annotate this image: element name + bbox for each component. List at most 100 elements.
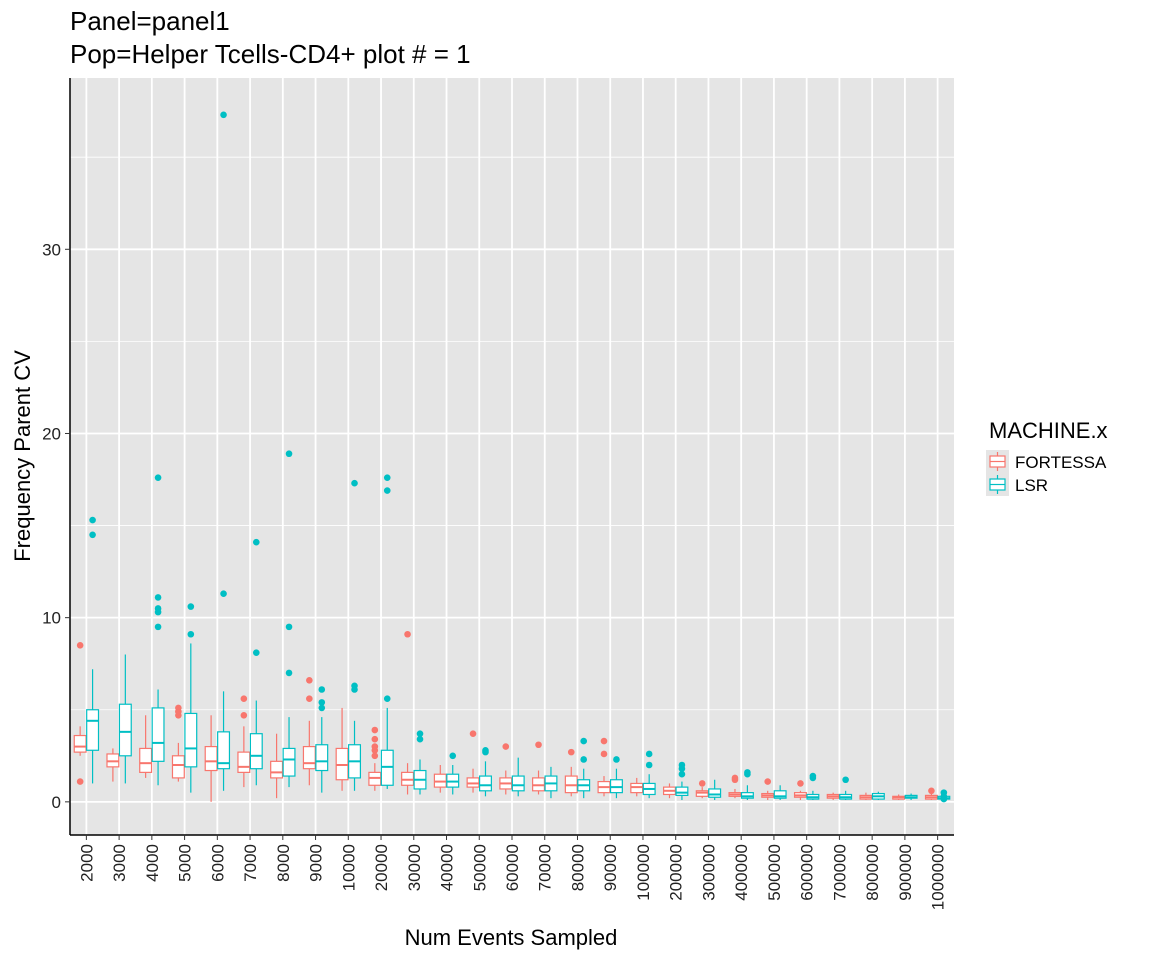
- x-tick-label: 20000: [372, 844, 391, 891]
- outlier-point: [449, 752, 457, 760]
- box-iqr: [282, 747, 296, 777]
- legend: MACHINE.x FORTESSA LSR: [986, 418, 1108, 496]
- box-fortessa: [270, 733, 284, 799]
- box-iqr: [139, 747, 153, 773]
- box-fortessa: [630, 777, 644, 797]
- box-fortessa: [73, 641, 87, 785]
- x-tick-label: 500000: [765, 844, 784, 901]
- outlier-point: [580, 737, 588, 745]
- outlier-point: [744, 769, 751, 776]
- x-tick-label: 600000: [798, 844, 817, 901]
- x-tick-label: 8000: [274, 844, 293, 882]
- chart-title-line1: Panel=panel1: [70, 6, 230, 36]
- box-fortessa: [302, 676, 316, 786]
- outlier-point: [306, 695, 313, 703]
- x-tick-label: 10000: [339, 844, 358, 891]
- outlier-point: [187, 630, 195, 638]
- outlier-point: [764, 778, 772, 785]
- y-axis-title: Frequency Parent CV: [10, 350, 35, 562]
- outlier-point: [154, 623, 162, 631]
- x-tick-label: 50000: [470, 844, 489, 891]
- box-lsr: [642, 750, 656, 799]
- outlier-point: [809, 774, 817, 782]
- outlier-point: [371, 743, 379, 750]
- y-axis-ticks: 0 10 20 30: [42, 240, 70, 812]
- box-iqr: [708, 788, 722, 798]
- x-tick-label: 700000: [830, 844, 849, 901]
- box-fortessa: [106, 748, 120, 782]
- x-tick-label: 4000: [143, 844, 162, 882]
- outlier-point: [371, 726, 379, 734]
- box-fortessa: [466, 730, 480, 793]
- x-tick-label: 5000: [176, 844, 195, 882]
- box-lsr: [544, 766, 558, 799]
- box-fortessa: [695, 780, 709, 799]
- outlier-point: [187, 603, 195, 610]
- outlier-point: [404, 630, 411, 638]
- outlier-point: [318, 686, 326, 693]
- box-lsr: [249, 538, 263, 786]
- outlier-point: [797, 780, 804, 787]
- outlier-point: [600, 750, 608, 758]
- outlier-point: [940, 795, 948, 803]
- box-lsr: [773, 785, 787, 801]
- box-iqr: [511, 775, 525, 792]
- box-iqr: [773, 790, 787, 799]
- outlier-point: [285, 450, 293, 458]
- x-tick-label: 9000: [307, 844, 326, 882]
- box-lsr: [446, 752, 460, 795]
- box-fortessa: [662, 783, 676, 799]
- box-fortessa: [139, 715, 153, 778]
- legend-entry-lsr: LSR: [986, 473, 1048, 496]
- box-lsr: [151, 474, 165, 786]
- box-iqr: [171, 755, 185, 779]
- box-lsr: [740, 769, 754, 801]
- outlier-point: [252, 649, 260, 656]
- box-fortessa: [237, 695, 251, 788]
- box-fortessa: [499, 743, 513, 795]
- outlier-point: [567, 748, 575, 756]
- box-fortessa: [433, 765, 447, 793]
- outlier-point: [698, 780, 706, 787]
- outlier-point: [240, 711, 248, 719]
- legend-entry-fortessa: FORTESSA: [986, 450, 1107, 473]
- box-lsr: [839, 776, 853, 801]
- legend-label: FORTESSA: [1015, 453, 1107, 472]
- box-iqr: [315, 744, 329, 772]
- outlier-point: [482, 748, 489, 756]
- series-fortessa: [73, 630, 938, 802]
- outlier-point: [285, 669, 293, 677]
- box-lsr: [511, 757, 525, 797]
- box-fortessa: [204, 715, 218, 802]
- x-tick-label: 2000: [77, 844, 96, 882]
- legend-label: LSR: [1015, 476, 1048, 495]
- y-tick-label: 0: [52, 793, 61, 812]
- box-lsr: [675, 761, 689, 801]
- box-iqr: [217, 731, 231, 770]
- outlier-point: [89, 516, 96, 524]
- box-lsr: [937, 789, 951, 803]
- outlier-point: [318, 704, 326, 712]
- outlier-point: [731, 774, 739, 782]
- box-lsr: [348, 479, 362, 791]
- outlier-point: [535, 741, 542, 749]
- box-lsr: [609, 756, 623, 799]
- box-lsr: [806, 772, 820, 801]
- box-iqr: [73, 734, 87, 753]
- box-lsr: [86, 516, 100, 784]
- outlier-point: [928, 787, 935, 795]
- x-tick-label: 60000: [503, 844, 522, 891]
- x-tick-label: 7000: [241, 844, 260, 882]
- box-fortessa: [859, 792, 873, 801]
- box-fortessa: [728, 774, 742, 799]
- outlier-point: [306, 676, 313, 684]
- box-iqr: [184, 712, 198, 768]
- box-iqr: [270, 760, 284, 779]
- legend-title: MACHINE.x: [989, 418, 1108, 443]
- box-iqr: [118, 703, 132, 757]
- box-lsr: [871, 791, 885, 801]
- box-iqr: [86, 709, 100, 751]
- box-lsr: [904, 793, 918, 801]
- outlier-point: [89, 531, 96, 539]
